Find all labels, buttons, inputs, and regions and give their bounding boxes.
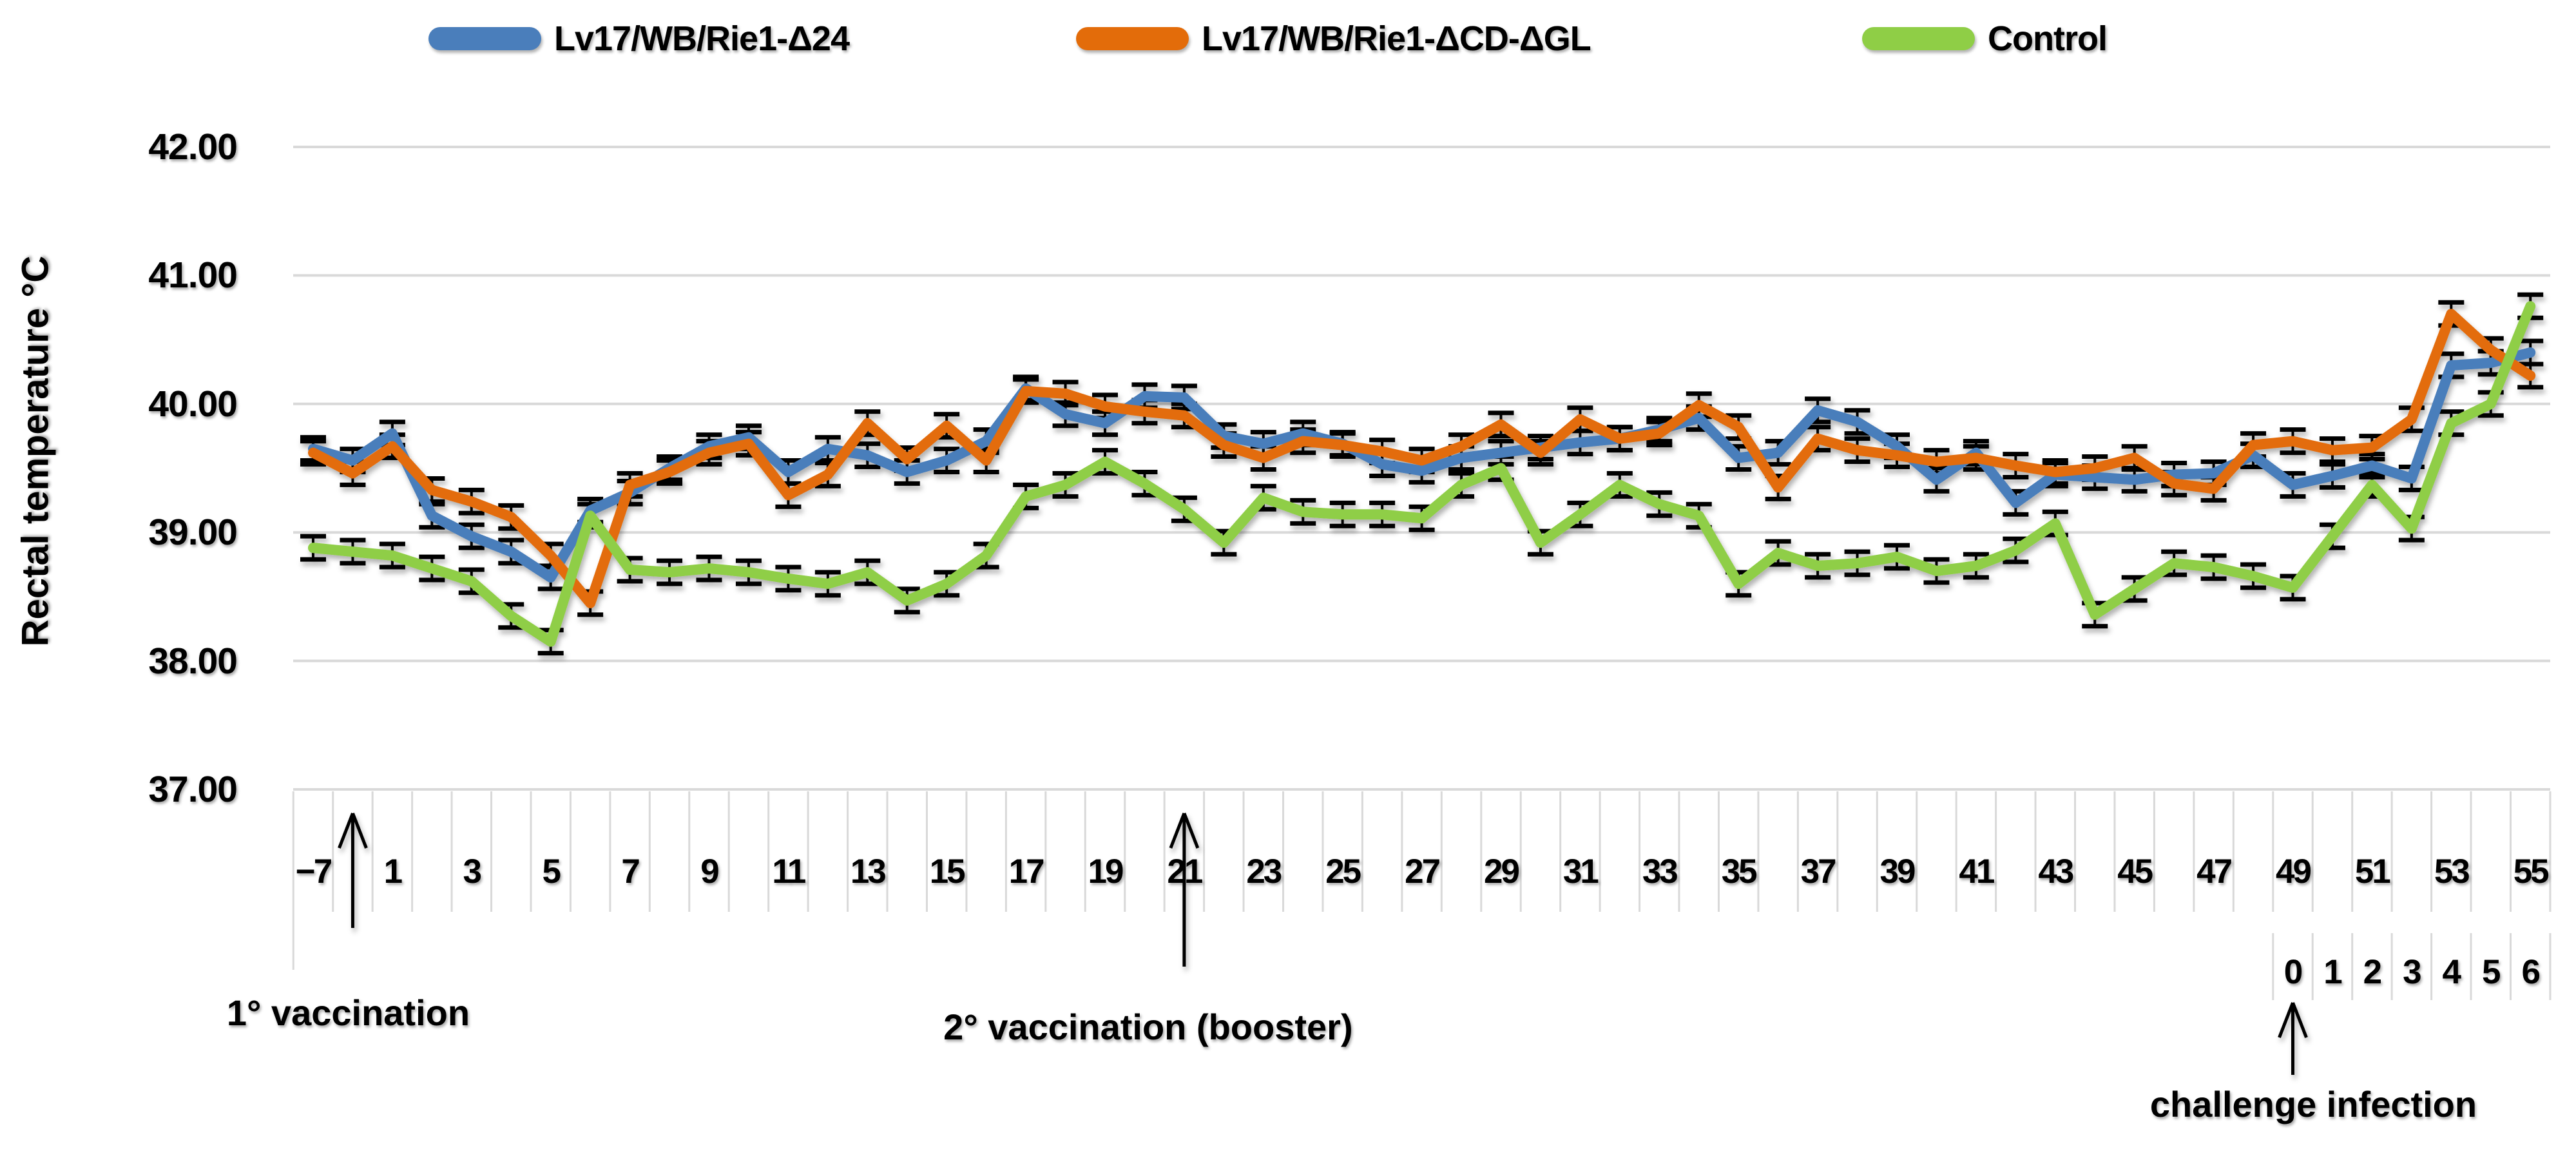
- x-tick-label: 21: [1167, 853, 1203, 891]
- x-axis-tick-separators: [292, 791, 2552, 1000]
- x-tick-label: 33: [1642, 853, 1678, 891]
- x-tick-label: 19: [1088, 853, 1124, 891]
- gridlines: [293, 146, 2550, 791]
- x-tick-label: 29: [1484, 853, 1520, 891]
- x-tick-label: 41: [1959, 853, 1995, 891]
- x-tick-label: 55: [2513, 853, 2550, 891]
- legend-item-control: Control: [1862, 12, 2108, 66]
- secondary-x-tick-label: 4: [2442, 953, 2461, 991]
- x-tick-label: 15: [929, 853, 966, 891]
- x-tick-label: 37: [1800, 853, 1837, 891]
- x-tick-label: 45: [2117, 853, 2153, 891]
- y-tick-label: 42.00: [148, 126, 238, 168]
- annotation-arrows: [338, 813, 2308, 1075]
- secondary-x-tick-label: 1: [2323, 953, 2342, 991]
- series-swatch-control: [1862, 27, 1975, 50]
- x-tick-label: 43: [2038, 853, 2074, 891]
- series-line-Lv17/WB/Rie1-ΔCD-ΔGL: [308, 309, 2536, 608]
- series-swatch-dcd-dgl: [1076, 27, 1189, 50]
- legend-label-control: Control: [1988, 19, 2108, 58]
- legend-label-delta24: Lv17/WB/Rie1-Δ24: [554, 19, 850, 58]
- x-tick-label: 23: [1246, 853, 1282, 891]
- annotation-arrowhead: [351, 813, 368, 849]
- annotation-primary-vaccination: 1° vaccination: [226, 992, 470, 1033]
- x-tick-label: 5: [542, 853, 561, 891]
- x-tick-label: 3: [463, 853, 482, 891]
- secondary-x-tick-label: 3: [2403, 953, 2421, 991]
- x-tick-label: 17: [1008, 853, 1045, 891]
- annotation-arrowhead: [1182, 813, 1200, 849]
- secondary-x-tick-label: 0: [2283, 953, 2303, 991]
- x-tick-label: −7: [295, 853, 332, 891]
- secondary-x-tick-label: 5: [2482, 953, 2501, 991]
- y-tick-label: 39.00: [148, 512, 238, 554]
- annotation-challenge-infection: challenge infection: [2149, 1084, 2477, 1124]
- x-tick-label: 51: [2354, 853, 2391, 891]
- legend-item-dcd-dgl: Lv17/WB/Rie1-ΔCD-ΔGL: [1076, 12, 1591, 66]
- y-tick-label: 41.00: [148, 255, 238, 296]
- y-axis-title: Rectal temperature °C: [14, 255, 57, 647]
- secondary-x-tick-label: 6: [2521, 953, 2540, 991]
- x-tick-label: 47: [2196, 853, 2233, 891]
- x-tick-label: 13: [850, 853, 887, 891]
- y-tick-label: 38.00: [148, 640, 238, 682]
- secondary-x-tick-label: 2: [2363, 953, 2382, 991]
- y-tick-label: 37.00: [148, 769, 238, 810]
- series-swatch-delta24: [428, 27, 541, 50]
- annotation-arrowhead: [2291, 1002, 2308, 1038]
- annotation-booster-vaccination: 2° vaccination (booster): [943, 1007, 1353, 1047]
- annotation-arrowhead: [2278, 1002, 2294, 1038]
- y-tick-label: 40.00: [148, 383, 238, 425]
- x-tick-label: 1: [383, 853, 403, 891]
- legend-label-dcd-dgl: Lv17/WB/Rie1-ΔCD-ΔGL: [1202, 19, 1591, 58]
- data-series-layer: [300, 292, 2544, 656]
- x-tick-label: 49: [2276, 853, 2312, 891]
- x-tick-label: 25: [1325, 853, 1361, 891]
- x-tick-label: 27: [1405, 853, 1441, 891]
- series-line-Control: [308, 301, 2536, 647]
- annotation-arrowhead: [1169, 813, 1186, 849]
- legend: Lv17/WB/Rie1-Δ24 Lv17/WB/Rie1-ΔCD-ΔGL Co…: [0, 12, 2576, 66]
- annotation-arrowhead: [338, 813, 354, 849]
- x-tick-label: 35: [1721, 853, 1758, 891]
- x-tick-label: 53: [2434, 853, 2470, 891]
- x-tick-label: 39: [1879, 853, 1916, 891]
- x-tick-label: 7: [621, 853, 640, 891]
- legend-item-delta24: Lv17/WB/Rie1-Δ24: [428, 12, 850, 66]
- x-tick-label: 9: [700, 853, 719, 891]
- x-tick-label: 11: [772, 853, 806, 891]
- x-tick-label: 31: [1562, 853, 1599, 891]
